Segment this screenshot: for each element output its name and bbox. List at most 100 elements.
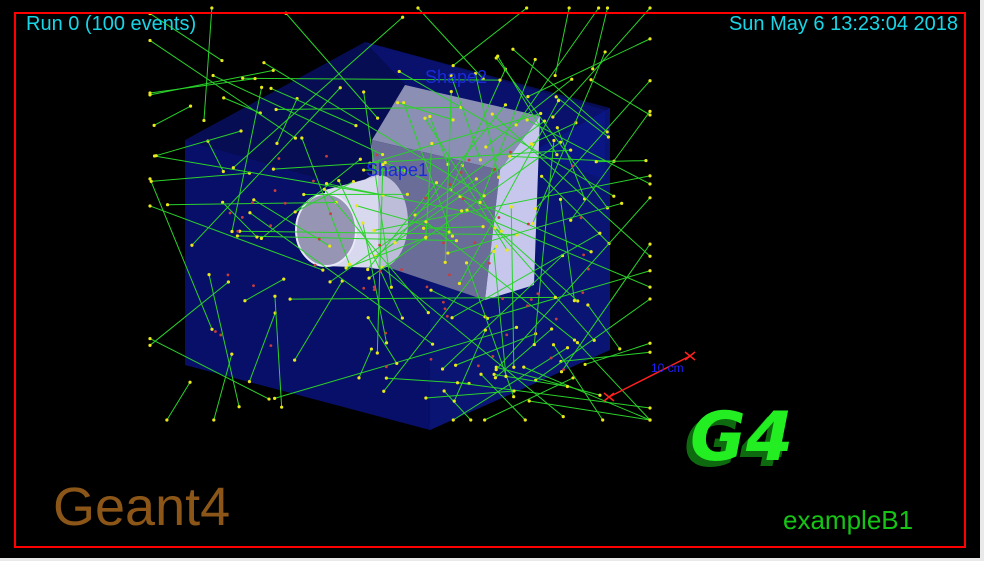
track-point xyxy=(589,250,593,254)
particle-track xyxy=(249,212,433,345)
particle-track xyxy=(149,69,274,96)
particle-track xyxy=(429,116,449,165)
track-point xyxy=(618,347,622,351)
track-point xyxy=(152,123,156,127)
track-point xyxy=(596,6,601,10)
particle-track xyxy=(453,329,486,402)
track-point xyxy=(648,109,652,113)
particle-track xyxy=(363,91,392,288)
track-point xyxy=(338,86,342,90)
track-point xyxy=(515,233,519,237)
track-point xyxy=(220,58,224,63)
particle-track xyxy=(263,62,485,197)
track-point xyxy=(591,67,595,71)
track-point xyxy=(355,204,359,208)
scale-bar-end-left xyxy=(603,392,615,402)
track-point xyxy=(321,268,325,272)
particle-track xyxy=(149,78,256,94)
step-point xyxy=(505,333,509,337)
track-point xyxy=(533,57,537,62)
particle-track xyxy=(425,390,515,399)
track-point xyxy=(424,220,428,224)
track-point xyxy=(526,95,530,99)
track-point xyxy=(478,158,482,162)
track-point xyxy=(434,181,439,185)
track-point xyxy=(569,148,573,152)
track-point xyxy=(492,372,496,376)
track-point xyxy=(222,96,226,100)
track-point xyxy=(274,107,278,112)
track-point xyxy=(357,376,361,380)
track-point xyxy=(509,205,513,209)
track-point xyxy=(512,389,516,393)
track-point xyxy=(451,118,455,122)
particle-track xyxy=(425,221,575,341)
particle-track xyxy=(368,141,561,279)
track-point xyxy=(494,367,498,372)
particle-track xyxy=(596,160,646,163)
track-point xyxy=(300,136,304,140)
track-point xyxy=(247,379,252,384)
step-point xyxy=(476,364,480,368)
track-point xyxy=(465,208,469,212)
step-point xyxy=(362,286,366,290)
particle-track xyxy=(358,348,372,379)
step-point xyxy=(228,211,232,215)
track-point xyxy=(328,280,332,284)
particle-track xyxy=(270,87,357,127)
particle-track xyxy=(369,113,541,164)
particle-track xyxy=(529,400,651,421)
particle-track xyxy=(323,189,429,313)
track-point xyxy=(293,136,297,140)
particle-track xyxy=(560,351,651,362)
track-point xyxy=(514,123,518,127)
track-point xyxy=(148,177,152,181)
track-point xyxy=(498,78,502,82)
track-point xyxy=(497,175,501,179)
track-point xyxy=(540,174,544,178)
particle-track xyxy=(326,183,462,212)
track-point xyxy=(372,228,376,233)
track-point xyxy=(576,299,580,303)
track-point xyxy=(620,201,624,205)
track-point xyxy=(211,73,215,78)
step-point xyxy=(378,269,382,273)
particle-track xyxy=(560,199,575,301)
step-point xyxy=(384,331,388,335)
track-point xyxy=(648,196,652,200)
track-point xyxy=(416,6,420,10)
window-edge-bottom xyxy=(0,558,984,561)
track-point xyxy=(154,154,158,158)
particle-track xyxy=(450,75,481,161)
track-point xyxy=(442,389,446,393)
track-point xyxy=(210,327,214,331)
step-point xyxy=(461,197,465,201)
particle-track xyxy=(386,377,470,385)
track-point xyxy=(451,418,455,422)
particle-track xyxy=(444,91,452,263)
track-point xyxy=(575,340,580,345)
track-point xyxy=(539,111,543,116)
particle-track xyxy=(577,342,651,421)
particle-track xyxy=(474,73,500,178)
track-point xyxy=(648,113,652,117)
step-point xyxy=(252,284,255,288)
track-point xyxy=(400,316,404,320)
step-point xyxy=(582,253,586,257)
track-point xyxy=(514,325,519,329)
track-point xyxy=(551,343,556,347)
particle-track xyxy=(479,59,536,203)
track-point xyxy=(231,166,235,170)
step-point xyxy=(277,157,281,160)
track-point xyxy=(522,365,526,369)
particle-track xyxy=(338,180,403,319)
track-point xyxy=(565,384,570,389)
timestamp-label: Sun May 6 13:23:04 2018 xyxy=(728,13,958,35)
particle-track xyxy=(451,232,601,319)
track-point xyxy=(605,6,610,10)
particle-track xyxy=(276,98,298,144)
step-point xyxy=(424,196,427,200)
particle-track xyxy=(523,366,651,421)
